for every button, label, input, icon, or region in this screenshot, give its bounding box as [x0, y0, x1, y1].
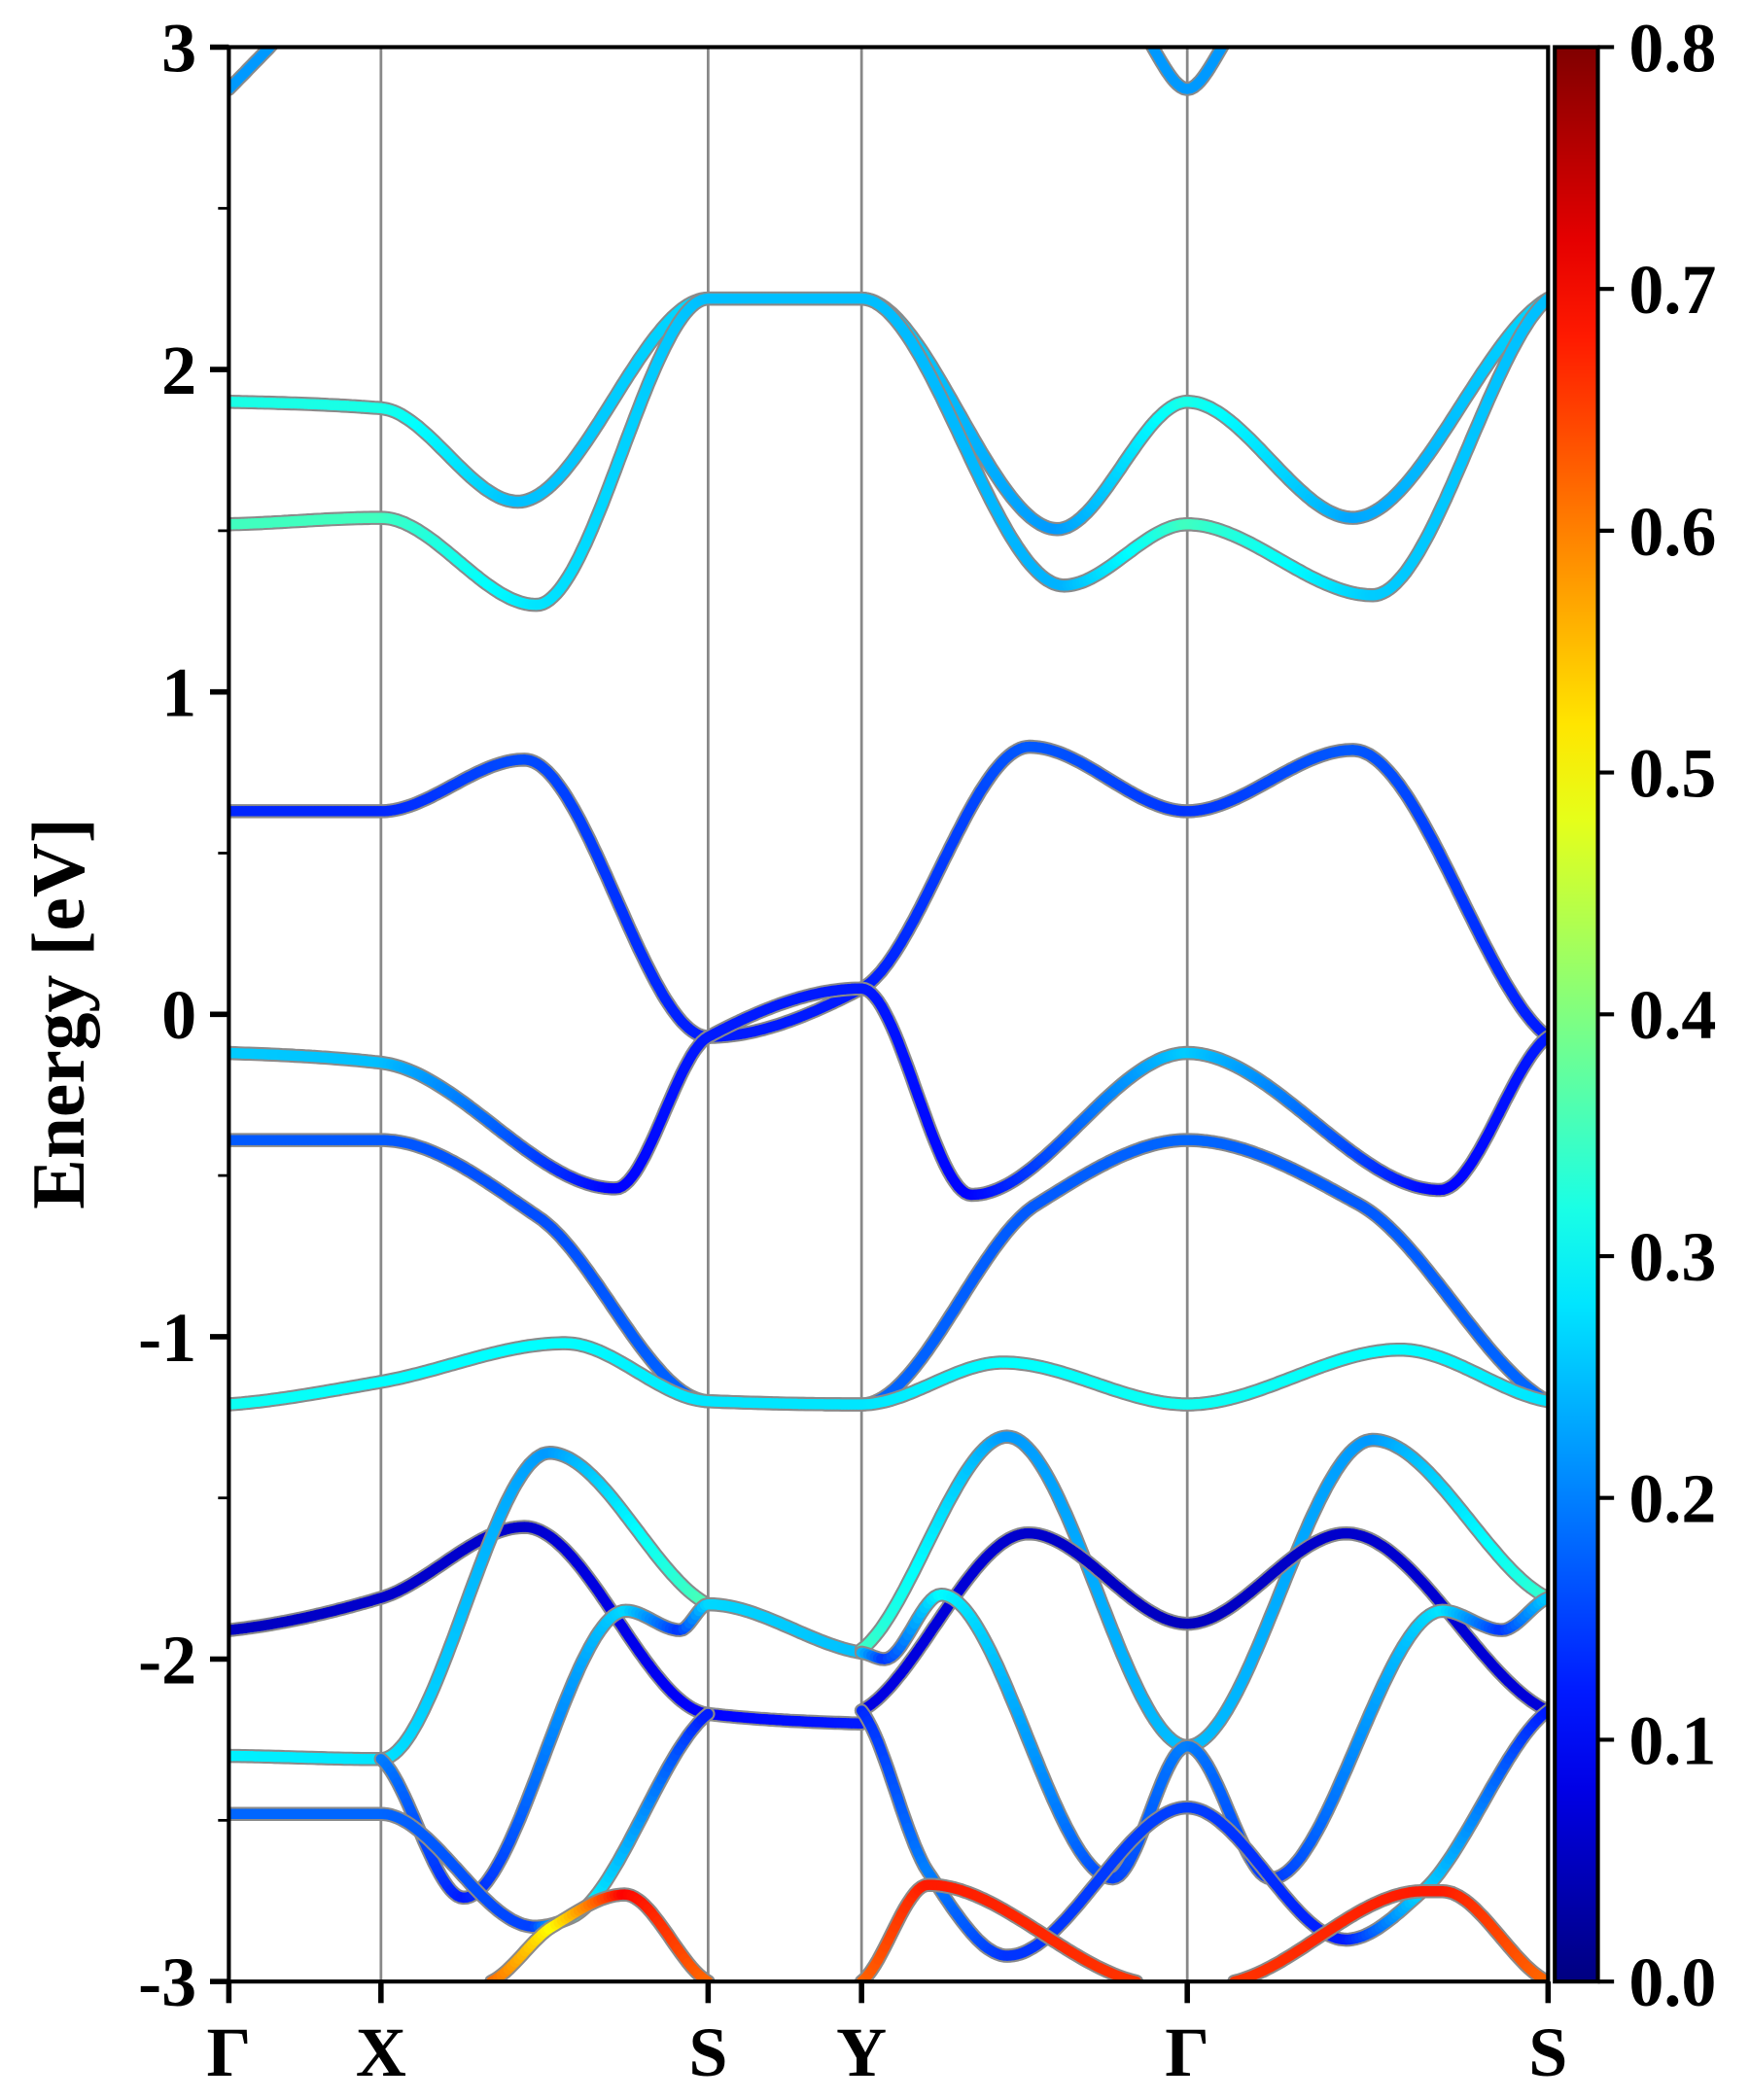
- band-segment: [1136, 24, 1138, 27]
- colorbar-tick-label: 0.5: [1628, 735, 1716, 813]
- band-segment: [1133, 21, 1136, 24]
- band-o3: [1227, 1883, 1549, 1982]
- colorbar-gradient: [1553, 45, 1600, 1984]
- band-r2: [854, 1525, 1549, 1718]
- colorbar-tick-label: 0.4: [1628, 976, 1716, 1054]
- y-tick-label: -1: [138, 1299, 196, 1377]
- band-segment: [1236, 24, 1239, 27]
- band-d: [228, 739, 1549, 1044]
- band-outline: [228, 291, 1549, 612]
- colorbar-tick-label: 0.2: [1628, 1460, 1716, 1538]
- colorbar-tick-label: 0.1: [1628, 1701, 1716, 1779]
- x-tick-label: Γ: [1165, 2013, 1209, 2091]
- y-tick-label: 0: [161, 976, 196, 1054]
- band-a: [228, 291, 1549, 537]
- high-symmetry-lines: [379, 47, 1189, 1982]
- band-segment: [1226, 35, 1229, 40]
- colorbar-tick-label: 0.0: [1628, 1943, 1716, 2021]
- y-tick-label: 3: [161, 9, 196, 87]
- band-r1: [854, 1429, 1549, 1754]
- y-tick-label: -3: [138, 1943, 196, 2021]
- colorbar-tick-label: 0.6: [1628, 493, 1716, 571]
- band-segment: [1239, 21, 1242, 24]
- x-tick-label: S: [1528, 2013, 1567, 2091]
- band-e: [228, 981, 1549, 1203]
- band-segment: [282, 31, 285, 34]
- band-segment: [1142, 31, 1145, 36]
- band-segment: [292, 21, 295, 25]
- x-tick-label: S: [688, 2013, 727, 2091]
- y-tick-label: 1: [161, 654, 196, 732]
- colorbar-tick-label: 0.3: [1628, 1218, 1716, 1296]
- band-segment: [275, 38, 278, 41]
- band-segment: [1145, 35, 1148, 40]
- bands: [228, 21, 1549, 1982]
- band-g: [228, 1336, 1549, 1412]
- band-segment: [288, 24, 291, 27]
- band-o1: [484, 1887, 716, 1982]
- y-tick-label: 2: [161, 332, 196, 409]
- band-outline: [228, 291, 1549, 537]
- x-tick-label: Γ: [206, 2013, 251, 2091]
- band-b1: [228, 1446, 716, 1767]
- colorbar-tick-label: 0.7: [1628, 251, 1716, 329]
- colorbar-tick-label: 0.8: [1628, 9, 1716, 87]
- band-segment: [1217, 47, 1228, 52]
- x-tick-label: X: [356, 2013, 406, 2091]
- band-segment: [1146, 47, 1157, 52]
- band-outline: [228, 739, 1549, 1044]
- x-tick-label: Y: [836, 2013, 887, 2091]
- colorbar-ticks: 0.8 0.7 0.6 0.5 0.4 0.3 0.2 0.1 0.0: [1597, 9, 1716, 2021]
- band-segment: [699, 1708, 714, 1722]
- band-c-top-left: [228, 21, 295, 96]
- band-segment: [285, 28, 288, 31]
- band-segment: [278, 35, 281, 38]
- band-segment: [1139, 27, 1142, 31]
- band-segment: [266, 47, 277, 51]
- y-axis-ticks: 3 2 1 0 -1 -2 -3: [138, 9, 229, 2021]
- band-segment: [1229, 31, 1232, 36]
- band-segment: [1233, 27, 1236, 31]
- y-tick-label: -2: [138, 1621, 196, 1698]
- band-r3: [854, 1587, 1549, 1886]
- band-r4: [854, 1703, 1549, 1963]
- band-b: [228, 291, 1549, 612]
- band-o2: [854, 1877, 1144, 1982]
- y-axis-label: Energy [eV]: [17, 818, 100, 1209]
- colorbar: 0.8 0.7 0.6 0.5 0.4 0.3 0.2 0.1 0.0: [1553, 9, 1716, 2021]
